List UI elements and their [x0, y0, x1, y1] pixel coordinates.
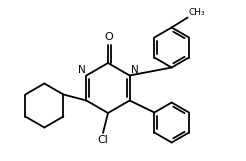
Text: N: N: [77, 65, 85, 75]
Text: CH₃: CH₃: [189, 8, 205, 16]
Text: N: N: [131, 65, 138, 75]
Text: O: O: [105, 32, 113, 42]
Text: Cl: Cl: [98, 135, 108, 145]
